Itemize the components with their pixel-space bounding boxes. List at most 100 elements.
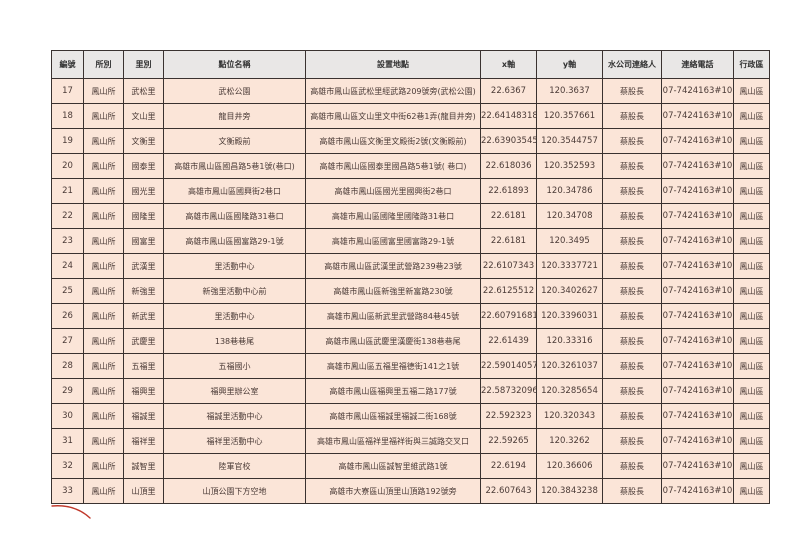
cell-contact: 蔡股長 [602, 103, 662, 129]
cell-address: 高雄市鳳山區國光里國興街2巷口 [305, 178, 481, 204]
cell-point-name: 高雄市鳳山區國富路29-1號 [163, 228, 306, 254]
header-contact: 水公司連絡人 [602, 50, 662, 79]
cell-phone: 07-7424163#10 [661, 453, 734, 479]
cell-point-name: 高雄市鳳山區國昌路5巷1號(巷口) [163, 153, 306, 179]
cell-office: 鳳山所 [83, 178, 124, 204]
cell-district: 鳳山區 [733, 228, 770, 254]
cell-phone: 07-7424163#10 [661, 328, 734, 354]
cell-address: 高雄市鳳山區國泰里國昌路5巷1號( 巷口) [305, 153, 481, 179]
table-row: 21 鳳山所 國光里 高雄市鳳山區國興街2巷口 高雄市鳳山區國光里國興街2巷口 22.61… [51, 178, 770, 204]
header-district: 行政區 [733, 50, 770, 79]
table-row: 19 鳳山所 文衡里 文衡殿前 高雄市鳳山區文衡里文殿街2號(文衡殿前) 22.63903… [51, 128, 770, 154]
cell-contact: 蔡股長 [602, 203, 662, 229]
cell-y-coord: 120.34786 [536, 178, 603, 204]
header-office: 所別 [83, 50, 124, 79]
cell-phone: 07-7424163#10 [661, 253, 734, 279]
cell-district: 鳳山區 [733, 128, 770, 154]
table-row: 20 鳳山所 國泰里 高雄市鳳山區國昌路5巷1號(巷口) 高雄市鳳山區國泰里國昌路5巷1… [51, 153, 770, 179]
cell-office: 鳳山所 [83, 103, 124, 129]
cell-address: 高雄市鳳山區五福里福德街141之1號 [305, 353, 481, 379]
cell-phone: 07-7424163#10 [661, 203, 734, 229]
cell-village: 國隆里 [123, 203, 164, 229]
cell-number: 28 [51, 353, 84, 379]
cell-contact: 蔡股長 [602, 278, 662, 304]
cell-address: 高雄市鳳山區國隆里國隆路31巷口 [305, 203, 481, 229]
cell-phone: 07-7424163#10 [661, 478, 734, 504]
cell-y-coord: 120.34708 [536, 203, 603, 229]
cell-address: 高雄市鳳山區武慶里漢慶街138巷巷尾 [305, 328, 481, 354]
cell-phone: 07-7424163#10 [661, 228, 734, 254]
cell-district: 鳳山區 [733, 403, 770, 429]
table-row: 25 鳳山所 新強里 新強里活動中心前 高雄市鳳山區新強里新富路230號 22.61255… [51, 278, 770, 304]
cell-number: 24 [51, 253, 84, 279]
cell-x-coord: 22.61439 [480, 328, 537, 354]
cell-address: 高雄市鳳山區新強里新富路230號 [305, 278, 481, 304]
cell-y-coord: 120.3495 [536, 228, 603, 254]
cell-contact: 蔡股長 [602, 178, 662, 204]
cell-address: 高雄市鳳山區武松里經武路209號旁(武松公園) [305, 78, 481, 104]
cell-number: 20 [51, 153, 84, 179]
table-row: 22 鳳山所 國隆里 高雄市鳳山區國隆路31巷口 高雄市鳳山區國隆里國隆路31巷口 22.… [51, 203, 770, 229]
header-village: 里別 [123, 50, 164, 79]
cell-point-name: 龍目井旁 [163, 103, 306, 129]
cell-y-coord: 120.33316 [536, 328, 603, 354]
table-row: 18 鳳山所 文山里 龍目井旁 高雄市鳳山區文山里文中街62巷1弄(龍目井旁) 22.64… [51, 103, 770, 129]
cell-contact: 蔡股長 [602, 478, 662, 504]
cell-point-name: 福誠里活動中心 [163, 403, 306, 429]
cell-point-name: 高雄市鳳山區國興街2巷口 [163, 178, 306, 204]
cell-phone: 07-7424163#10 [661, 353, 734, 379]
cell-village: 新武里 [123, 303, 164, 329]
table-row: 26 鳳山所 新武里 里活動中心 高雄市鳳山區新武里武營路84巷45號 22.607916… [51, 303, 770, 329]
cell-point-name: 高雄市鳳山區國隆路31巷口 [163, 203, 306, 229]
cell-contact: 蔡股長 [602, 253, 662, 279]
cell-office: 鳳山所 [83, 78, 124, 104]
cell-y-coord: 120.3262 [536, 428, 603, 454]
cell-number: 31 [51, 428, 84, 454]
cell-village: 武漢里 [123, 253, 164, 279]
cell-y-coord: 120.3402627 [536, 278, 603, 304]
table-row: 29 鳳山所 福興里 福興里辦公室 高雄市鳳山區福興里五福二路177號 22.587320… [51, 378, 770, 404]
cell-village: 武松里 [123, 78, 164, 104]
red-pen-mark [51, 505, 91, 519]
cell-village: 福祥里 [123, 428, 164, 454]
cell-village: 誠智里 [123, 453, 164, 479]
cell-point-name: 文衡殿前 [163, 128, 306, 154]
cell-contact: 蔡股長 [602, 403, 662, 429]
cell-district: 鳳山區 [733, 353, 770, 379]
cell-district: 鳳山區 [733, 78, 770, 104]
cell-y-coord: 120.3843238 [536, 478, 603, 504]
cell-contact: 蔡股長 [602, 453, 662, 479]
cell-office: 鳳山所 [83, 328, 124, 354]
cell-contact: 蔡股長 [602, 353, 662, 379]
cell-district: 鳳山區 [733, 203, 770, 229]
cell-office: 鳳山所 [83, 153, 124, 179]
cell-number: 19 [51, 128, 84, 154]
cell-village: 文山里 [123, 103, 164, 129]
cell-contact: 蔡股長 [602, 303, 662, 329]
cell-number: 25 [51, 278, 84, 304]
cell-x-coord: 22.6125512 [480, 278, 537, 304]
cell-contact: 蔡股長 [602, 153, 662, 179]
cell-x-coord: 22.592323 [480, 403, 537, 429]
cell-number: 23 [51, 228, 84, 254]
cell-village: 武慶里 [123, 328, 164, 354]
cell-phone: 07-7424163#10 [661, 178, 734, 204]
cell-point-name: 里活動中心 [163, 253, 306, 279]
cell-village: 國富里 [123, 228, 164, 254]
cell-address: 高雄市鳳山區武漢里武營路239巷23號 [305, 253, 481, 279]
cell-y-coord: 120.3544757 [536, 128, 603, 154]
cell-number: 30 [51, 403, 84, 429]
cell-district: 鳳山區 [733, 328, 770, 354]
cell-x-coord: 22.6107343 [480, 253, 537, 279]
cell-number: 18 [51, 103, 84, 129]
cell-office: 鳳山所 [83, 403, 124, 429]
cell-phone: 07-7424163#10 [661, 278, 734, 304]
cell-y-coord: 120.352593 [536, 153, 603, 179]
cell-point-name: 陸軍官校 [163, 453, 306, 479]
cell-contact: 蔡股長 [602, 428, 662, 454]
cell-x-coord: 22.61893 [480, 178, 537, 204]
cell-point-name: 138巷巷尾 [163, 328, 306, 354]
header-address: 設置地點 [305, 50, 481, 79]
cell-number: 21 [51, 178, 84, 204]
table-row: 27 鳳山所 武慶里 138巷巷尾 高雄市鳳山區武慶里漢慶街138巷巷尾 22.61439… [51, 328, 770, 354]
